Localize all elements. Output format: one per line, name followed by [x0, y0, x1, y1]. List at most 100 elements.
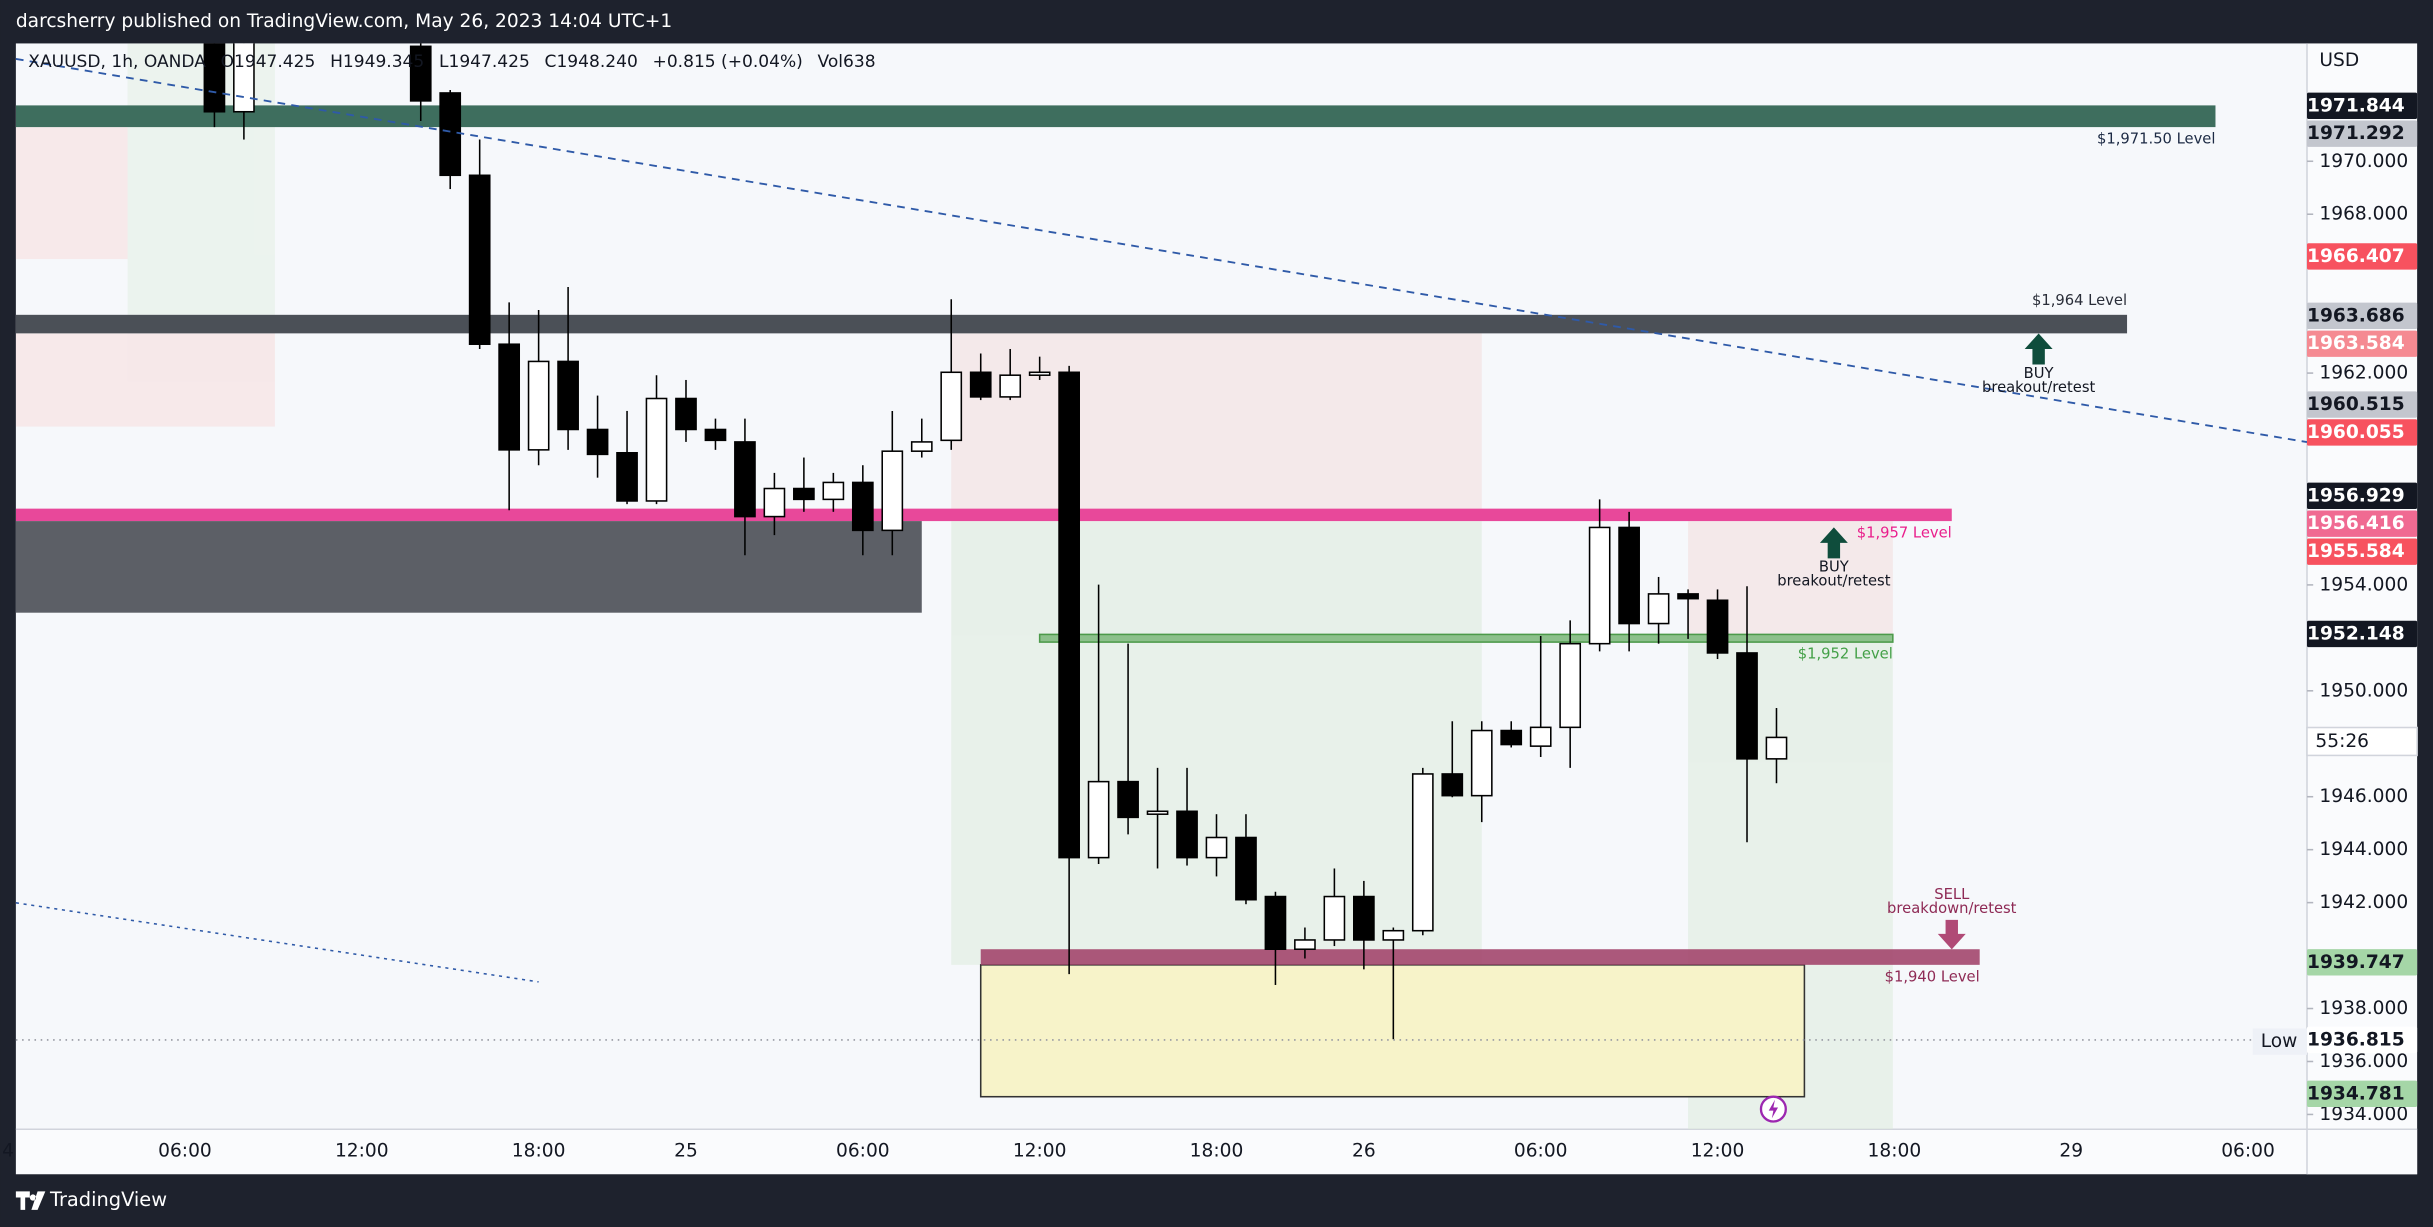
price-plate [2306, 330, 2418, 357]
x-tick-label: 06:00 [1514, 1140, 1568, 1161]
price-plate [2306, 302, 2418, 330]
x-tick-label: 26 [1352, 1140, 1376, 1161]
zone-label: $1,957 Level [1857, 524, 1952, 541]
candle-body [1470, 729, 1493, 797]
candle-body [409, 45, 432, 102]
x-tick-label: 06:00 [158, 1140, 212, 1161]
candle-body [1677, 593, 1699, 600]
candle-body [468, 174, 491, 345]
price-plate [2306, 243, 2418, 270]
candle-body [1117, 780, 1139, 819]
byline: darcsherry published on TradingView.com,… [16, 11, 672, 32]
y-tick-label: 1936.000 [2319, 1051, 2408, 1072]
zone-label: $1,971.50 Level [2097, 131, 2215, 148]
zone [1038, 633, 1894, 643]
signal-arrow [1937, 919, 1966, 950]
x-tick-label: 4 [2, 1140, 14, 1161]
shade [15, 127, 128, 260]
candle-body [439, 92, 462, 177]
price-plate [2306, 538, 2418, 565]
x-tick-label: 12:00 [1691, 1140, 1745, 1161]
zone-label: $1,952 Level [1798, 645, 1893, 662]
zone-label: $1,964 Level [2032, 292, 2127, 309]
low-label-box [2252, 1028, 2307, 1055]
signal-arrow [2024, 333, 2053, 365]
zone [980, 949, 1980, 965]
y-tick-label: 1938.000 [2319, 998, 2408, 1019]
candle-body [203, 43, 226, 113]
price-plate-label: 1956.929 [2307, 485, 2405, 506]
y-tick-label: 1950.000 [2319, 680, 2408, 701]
candle-body [763, 487, 786, 518]
price-plate [2306, 510, 2418, 537]
price-plate [2306, 92, 2418, 119]
candle-body [498, 343, 521, 451]
signal-note: breakdown/retest [1887, 900, 2017, 917]
price-plates: 1971.844 1971.292 1966.407 1963.686 1963.584… [2306, 92, 2418, 1107]
price-plate [2306, 1026, 2418, 1054]
candle-body [881, 450, 904, 532]
signal-action: SELL [1934, 886, 1970, 903]
low-label: Low [2261, 1031, 2298, 1052]
zones: $1,971.50 Level $1,964 Level $1,957 Level $… [15, 105, 2216, 1098]
symbol-legend: XAUUSD, 1h, OANDA O1947.425 H1949.345 L1… [28, 52, 875, 72]
time-axis [15, 1129, 2418, 1175]
candle-body [999, 374, 1022, 398]
candle-body [1087, 780, 1110, 859]
candle-body [1028, 371, 1051, 376]
plot: $1,971.50 Level $1,964 Level $1,957 Level $… [15, 43, 2307, 1130]
alert-icon-bolt [1768, 1099, 1779, 1119]
legend-item: Vol638 [818, 52, 876, 72]
candle-body [851, 481, 874, 532]
candle-body [527, 360, 550, 451]
candle-body [940, 371, 963, 442]
candle-body [969, 371, 992, 398]
price-plate-label: 1939.747 [2307, 952, 2405, 973]
legend-item: +0.815 (+0.04%) [653, 52, 803, 72]
candle-body [1647, 593, 1670, 625]
y-tick-label: 1944.000 [2319, 839, 2408, 860]
x-tick-label: 25 [674, 1140, 698, 1161]
price-plate [2306, 949, 2418, 976]
candle-body [1146, 810, 1169, 815]
shade [951, 333, 1482, 509]
legend-item: L1947.425 [439, 52, 530, 72]
candle-body [1706, 599, 1729, 654]
price-plate [2306, 120, 2418, 147]
signal-action: BUY [2024, 365, 2055, 382]
candle-body [1205, 836, 1228, 859]
signals: BUYbreakout/retestBUYbreakout/retestSELL… [1777, 333, 2095, 950]
signal-note: breakout/retest [1777, 573, 1890, 590]
y-tick-label: 1942.000 [2319, 892, 2408, 913]
brand: TradingView [49, 1188, 167, 1211]
candle-body [1441, 773, 1464, 797]
candle-body [616, 451, 638, 502]
candle-body [704, 428, 727, 442]
shade [951, 521, 1482, 965]
y-tick-label: 1962.000 [2319, 363, 2408, 384]
legend-item: O1947.425 [221, 52, 316, 72]
price-plate [2306, 482, 2418, 510]
candle-body [1529, 726, 1552, 747]
price-plate-label: 1952.148 [2307, 623, 2405, 644]
zone [15, 508, 1952, 522]
candle-body [910, 441, 933, 452]
x-tick-label: 12:00 [1013, 1140, 1067, 1161]
candle-body [1058, 371, 1080, 859]
price-plate-label: 1934.781 [2307, 1083, 2405, 1104]
price-plate-label: 1971.844 [2307, 95, 2405, 116]
candle-body [1500, 729, 1523, 746]
price-plate [2306, 620, 2418, 648]
candle-body [1353, 895, 1375, 941]
zone-label: $1,940 Level [1885, 968, 1980, 985]
price-plate-label: 1963.584 [2307, 333, 2405, 354]
y-tick-label: 1968.000 [2319, 204, 2408, 225]
x-tick-label: 12:00 [335, 1140, 389, 1161]
y-tick-label: 1954.000 [2319, 574, 2408, 595]
candle-body [645, 397, 668, 502]
candles [203, 43, 1788, 1040]
currency: USD [2319, 50, 2359, 71]
y-tick-label: 1934.000 [2319, 1104, 2408, 1125]
